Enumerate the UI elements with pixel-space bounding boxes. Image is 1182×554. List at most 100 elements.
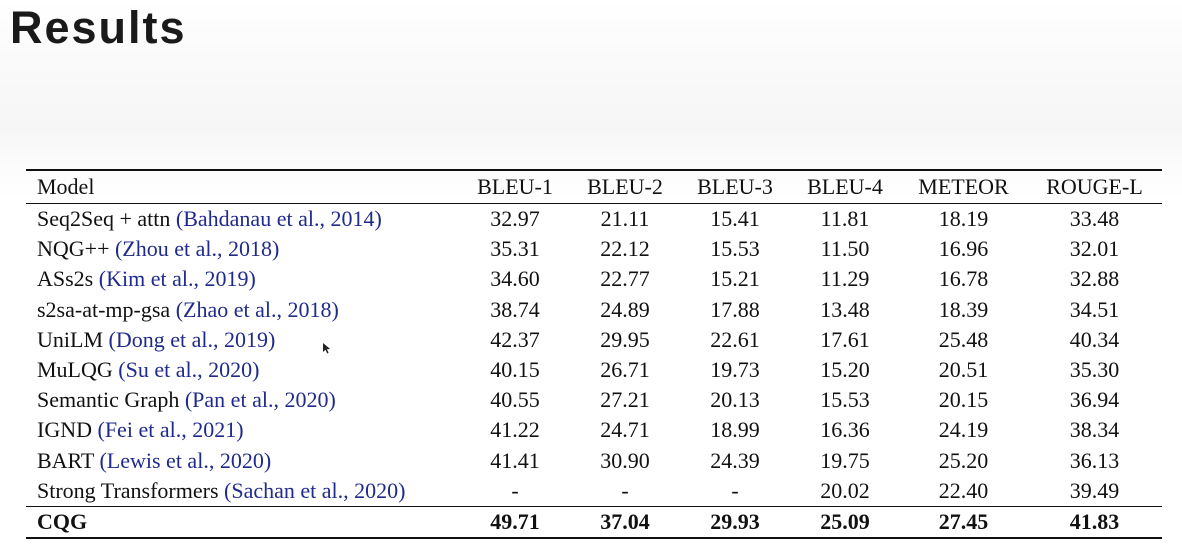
mouse-cursor-icon (323, 343, 331, 354)
meteor-cell: 18.19 (938, 206, 989, 232)
model-name: MuLQG (37, 357, 113, 383)
bleu-1-cell: 38.74 (490, 296, 540, 322)
column-header-bleu-4: BLEU-4 (807, 174, 883, 199)
model-name: CQG (37, 508, 88, 534)
bleu-4-cell: 20.02 (820, 477, 870, 503)
rouge-l-cell: 32.01 (1069, 236, 1120, 262)
bleu-1-cell: 41.41 (490, 447, 540, 473)
model-name: BART (37, 447, 94, 473)
bleu-1-cell: 40.15 (490, 357, 540, 383)
bleu-3-cell: 24.39 (710, 447, 760, 473)
model-name: IGND (37, 417, 92, 443)
bleu-3-cell: 17.88 (710, 296, 760, 322)
model-cell: ASs2s (Kim et al., 2019) (26, 264, 460, 294)
table-row: MuLQG (Su et al., 2020) 40.15 26.71 19.7… (26, 355, 1162, 385)
bleu-2-cell: - (621, 477, 629, 503)
header-separator-rule (26, 203, 1162, 204)
table-row: Seq2Seq + attn (Bahdanau et al., 2014) 3… (26, 204, 1162, 234)
citation-link[interactable]: (Dong et al., 2019) (108, 326, 276, 352)
model-cell: UniLM (Dong et al., 2019) (26, 325, 460, 355)
model-name: Seq2Seq + attn (37, 206, 171, 232)
meteor-cell: 20.51 (938, 357, 989, 383)
results-table-grid: Model BLEU-1 BLEU-2 BLEU-3 BLEU-4 METEOR… (26, 171, 1162, 537)
bleu-3-cell: 18.99 (710, 417, 760, 443)
citation-link[interactable]: (Bahdanau et al., 2014) (175, 206, 382, 232)
rouge-l-cell: 34.51 (1069, 296, 1120, 322)
table-header-row: Model BLEU-1 BLEU-2 BLEU-3 BLEU-4 METEOR… (26, 171, 1162, 204)
model-cell: Seq2Seq + attn (Bahdanau et al., 2014) (26, 204, 460, 234)
bleu-2-cell: 21.11 (600, 206, 650, 232)
bleu-3-cell: 15.21 (710, 266, 760, 292)
bleu-3-cell: 22.61 (710, 326, 760, 352)
table-row: BART (Lewis et al., 2020) 41.41 30.90 24… (26, 446, 1162, 476)
rouge-l-cell: 36.94 (1069, 387, 1120, 413)
rouge-l-cell: 38.34 (1069, 417, 1120, 443)
column-header-bleu-2: BLEU-2 (587, 174, 663, 199)
bleu-4-cell: 11.29 (820, 266, 870, 292)
meteor-cell: 27.45 (938, 508, 989, 534)
bleu-3-cell: 15.53 (710, 236, 760, 262)
citation-link[interactable]: (Zhou et al., 2018) (114, 236, 280, 262)
bleu-3-cell: 19.73 (710, 357, 760, 383)
bleu-3-cell: 15.41 (710, 206, 760, 232)
meteor-cell: 25.20 (938, 447, 989, 473)
table-row: Strong Transformers (Sachan et al., 2020… (26, 476, 1162, 507)
citation-link[interactable]: (Kim et al., 2019) (98, 266, 256, 292)
citation-link[interactable]: (Sachan et al., 2020) (224, 477, 406, 503)
model-name: s2sa-at-mp-gsa (37, 296, 171, 322)
meteor-cell: 16.96 (938, 236, 989, 262)
meteor-cell: 22.40 (938, 477, 989, 503)
model-name: UniLM (37, 326, 103, 352)
table-bottom-rule (26, 537, 1162, 540)
slide-title: Results (10, 2, 187, 53)
model-cell: IGND (Fei et al., 2021) (26, 415, 460, 445)
bleu-1-cell: 40.55 (490, 387, 540, 413)
bleu-1-cell: 35.31 (490, 236, 540, 262)
bleu-2-cell: 27.21 (600, 387, 650, 413)
header-separator (26, 203, 1162, 204)
bleu-1-cell: 41.22 (490, 417, 540, 443)
bleu-2-cell: 22.12 (600, 236, 650, 262)
column-header-bleu-3: BLEU-3 (697, 174, 773, 199)
bleu-1-cell: 49.71 (490, 508, 540, 534)
model-cell: Semantic Graph (Pan et al., 2020) (26, 385, 460, 415)
meteor-cell: 24.19 (938, 417, 989, 443)
citation-link[interactable]: (Pan et al., 2020) (184, 387, 336, 413)
bleu-3-cell: 29.93 (710, 508, 760, 534)
meteor-cell: 25.48 (938, 326, 989, 352)
bleu-2-cell: 26.71 (600, 357, 650, 383)
bleu-4-cell: 16.36 (820, 417, 870, 443)
bleu-4-cell: 15.53 (820, 387, 870, 413)
model-name: ASs2s (37, 266, 94, 292)
bleu-1-cell: 34.60 (490, 266, 540, 292)
rouge-l-cell: 32.88 (1069, 266, 1120, 292)
table-row: s2sa-at-mp-gsa (Zhao et al., 2018) 38.74… (26, 295, 1162, 325)
model-cell: NQG++ (Zhou et al., 2018) (26, 234, 460, 264)
bleu-4-cell: 15.20 (820, 357, 870, 383)
bleu-4-cell: 11.81 (820, 206, 870, 232)
column-header-model: Model (37, 174, 95, 199)
table-top-rule (26, 169, 1162, 171)
bleu-2-cell: 37.04 (600, 508, 650, 534)
citation-link[interactable]: (Su et al., 2020) (118, 357, 260, 383)
citation-link[interactable]: (Lewis et al., 2020) (99, 447, 272, 473)
rouge-l-cell: 41.83 (1069, 508, 1120, 534)
final-row-separator (26, 506, 1162, 507)
table-row-cqg: CQG 49.71 37.04 29.93 25.09 27.45 41.83 (26, 507, 1162, 537)
bleu-1-cell: 32.97 (490, 206, 540, 232)
citation-link[interactable]: (Fei et al., 2021) (97, 417, 244, 443)
table-row: ASs2s (Kim et al., 2019) 34.60 22.77 15.… (26, 264, 1162, 294)
bleu-4-cell: 17.61 (820, 326, 870, 352)
table-row: Semantic Graph (Pan et al., 2020) 40.55 … (26, 385, 1162, 415)
model-cell: s2sa-at-mp-gsa (Zhao et al., 2018) (26, 295, 460, 325)
table-row: NQG++ (Zhou et al., 2018) 35.31 22.12 15… (26, 234, 1162, 264)
model-cell: Strong Transformers (Sachan et al., 2020… (26, 476, 460, 507)
citation-link[interactable]: (Zhao et al., 2018) (175, 296, 339, 322)
model-name: Semantic Graph (37, 387, 180, 413)
model-name: NQG++ (37, 236, 110, 262)
rouge-l-cell: 36.13 (1069, 447, 1120, 473)
meteor-cell: 20.15 (938, 387, 989, 413)
bleu-2-cell: 22.77 (600, 266, 650, 292)
rouge-l-cell: 33.48 (1069, 206, 1120, 232)
model-cell: MuLQG (Su et al., 2020) (26, 355, 460, 385)
